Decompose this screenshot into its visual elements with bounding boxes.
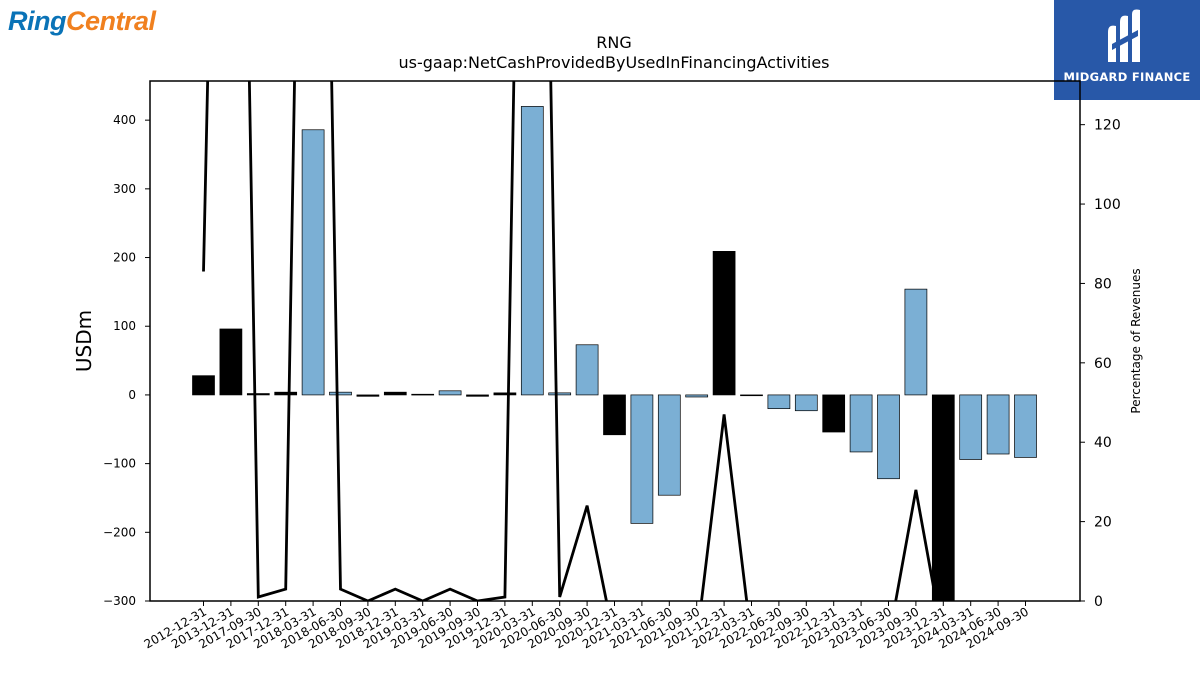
bar-series (192, 106, 1037, 601)
bar-2022-03-31 (740, 394, 763, 397)
bar-2024-03-31 (959, 394, 983, 460)
y-tick-label: 300 (113, 182, 136, 196)
bar-2018-12-31 (383, 391, 407, 396)
bar-2018-03-31 (301, 129, 325, 396)
y2-tick-label: 80 (1094, 276, 1112, 292)
percentage-line (202, 81, 938, 601)
bar-2013-12-31 (219, 328, 243, 396)
badge-text: MIDGARD FINANCE (1063, 70, 1191, 84)
bar-2021-03-31 (630, 394, 654, 524)
bar-2020-09-30 (575, 344, 599, 396)
y-tick-label: −300 (103, 594, 136, 608)
midgard-finance-badge: MIDGARD FINANCE (1054, 0, 1200, 100)
bar-2023-03-31 (849, 394, 873, 453)
bar-2018-09-30 (356, 394, 380, 397)
bar-2012-12-31 (192, 375, 215, 396)
y-tick-label: −200 (103, 525, 136, 539)
y-tick-label: 100 (113, 319, 136, 333)
percentage-line-series (202, 81, 938, 601)
bar-2023-09-30 (904, 288, 928, 396)
y-tick-label: −100 (103, 457, 136, 471)
chart-title: RNG (596, 33, 631, 52)
midgard-logo-icon (1108, 9, 1140, 63)
bar-2017-12-31 (274, 391, 298, 396)
bar-2022-12-31 (822, 394, 846, 433)
bar-2023-06-30 (877, 394, 900, 480)
bar-2022-06-30 (767, 394, 791, 410)
y2-tick-label: 100 (1094, 197, 1121, 213)
y2-tick-label: 20 (1094, 515, 1112, 531)
bar-2020-03-31 (520, 106, 544, 396)
logo-central-text: Central (66, 6, 156, 36)
bar-2024-06-30 (986, 394, 1010, 455)
bar-2020-12-31 (603, 394, 626, 436)
y2-tick-label: 40 (1094, 435, 1112, 451)
bar-2017-09-30 (246, 393, 270, 396)
bar-2022-09-30 (794, 394, 818, 412)
y-tick-label: 0 (128, 388, 136, 402)
y2-axis-label: Percentage of Revenues (1129, 268, 1143, 413)
bar-2023-12-31 (931, 394, 955, 601)
y-tick-label: 400 (113, 113, 136, 127)
bar-2019-03-31 (411, 393, 435, 396)
bar-2019-09-30 (466, 394, 489, 397)
bar-2021-12-31 (712, 251, 736, 396)
axes: −300 −200 −100 0 100 200 300 400 0 20 40 60 80 100 120… (103, 80, 1121, 651)
bar-2019-06-30 (438, 390, 462, 396)
y2-tick-label: 120 (1094, 118, 1121, 134)
bar-2019-12-31 (493, 392, 517, 396)
y-axis-label: USDm (72, 310, 96, 372)
bar-2024-09-30 (1014, 394, 1037, 458)
bar-2018-06-30 (329, 391, 352, 396)
y2-tick-label: 60 (1094, 356, 1112, 372)
y-tick-label: 200 (113, 251, 136, 265)
bar-2021-06-30 (657, 394, 681, 496)
bar-2020-06-30 (548, 392, 572, 396)
bar-2021-09-30 (685, 394, 709, 398)
chart-subtitle: us-gaap:NetCashProvidedByUsedInFinancing… (398, 53, 829, 72)
ringcentral-logo: RingCentral (8, 4, 156, 38)
y2-tick-label: 0 (1094, 594, 1103, 610)
logo-ring-text: Ring (8, 6, 67, 36)
